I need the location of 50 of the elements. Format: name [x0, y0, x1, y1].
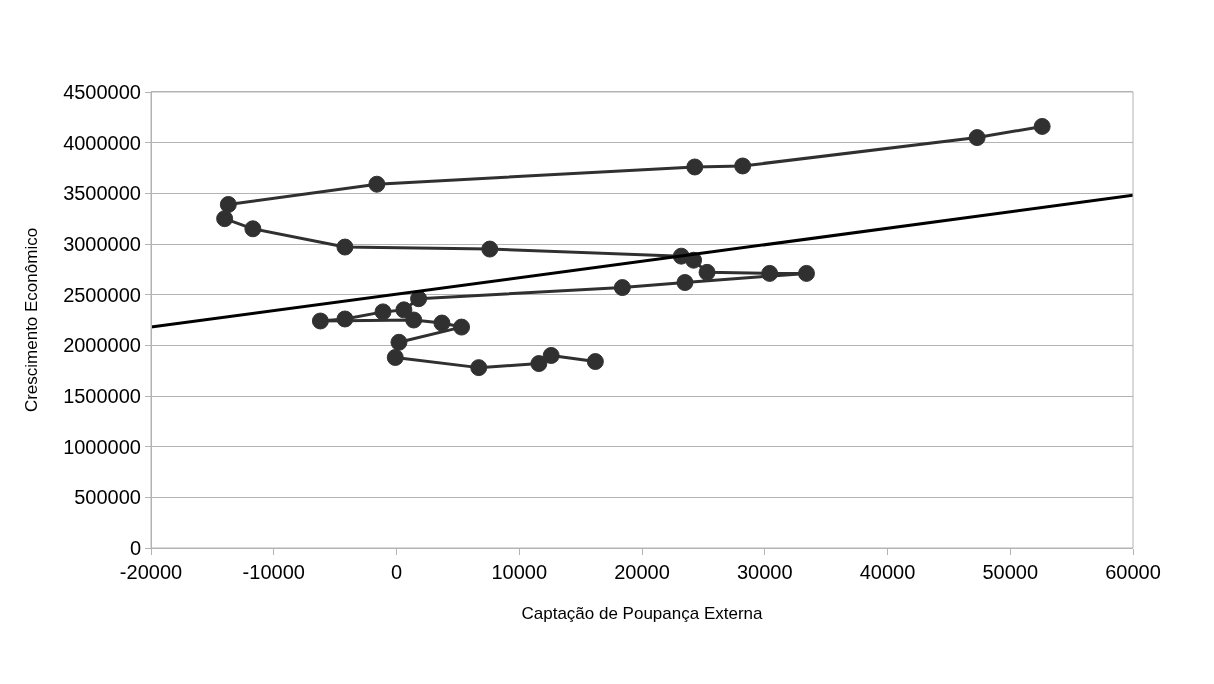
y-tick-label: 1000000 [63, 435, 141, 458]
x-tick-label: -10000 [242, 561, 305, 583]
point [405, 311, 423, 329]
point [542, 346, 560, 364]
y-tick-label: 4000000 [63, 131, 141, 154]
point [586, 353, 604, 371]
x-tick-label: 0 [390, 561, 403, 583]
point [686, 158, 704, 176]
point [734, 157, 752, 175]
point [968, 129, 986, 147]
y-tick-label: 1500000 [63, 385, 141, 407]
point [219, 195, 237, 213]
point [433, 314, 451, 332]
y-tick-label: 0 [129, 537, 141, 559]
x-axis-title: Captação de Poupança Externa [521, 604, 764, 624]
y-tick-label: 2000000 [63, 334, 141, 357]
point [386, 348, 404, 366]
x-tick-label: -20000 [119, 561, 183, 583]
point [676, 274, 694, 291]
y-axis-title: Crescimento Econômico [21, 227, 41, 413]
y-tick-label: 500000 [74, 486, 141, 509]
point [470, 359, 488, 377]
point [761, 264, 779, 282]
point [410, 290, 428, 308]
y-tick-label: 2500000 [63, 283, 141, 306]
point [698, 263, 716, 281]
point [311, 312, 329, 330]
point [216, 210, 234, 228]
point [481, 240, 499, 258]
point [453, 318, 471, 336]
point [336, 238, 354, 256]
point [368, 175, 386, 193]
x-tick-label: 20000 [614, 561, 670, 583]
y-tick-label: 4500000 [63, 81, 141, 103]
y-tick-label: 3500000 [63, 182, 141, 205]
point [244, 220, 262, 238]
point [797, 264, 815, 282]
point [390, 333, 408, 351]
x-tick-label: 30000 [736, 561, 793, 583]
point [530, 355, 548, 373]
x-tick-label: 50000 [982, 561, 1039, 583]
y-tick-label: 3000000 [63, 233, 141, 255]
point [613, 279, 631, 297]
x-tick-label: 60000 [1105, 561, 1161, 583]
point [395, 301, 413, 319]
point [374, 303, 392, 321]
point [1033, 117, 1051, 135]
x-tick-label: 40000 [859, 561, 916, 583]
x-tick-label: 10000 [491, 561, 548, 583]
point [336, 310, 354, 328]
